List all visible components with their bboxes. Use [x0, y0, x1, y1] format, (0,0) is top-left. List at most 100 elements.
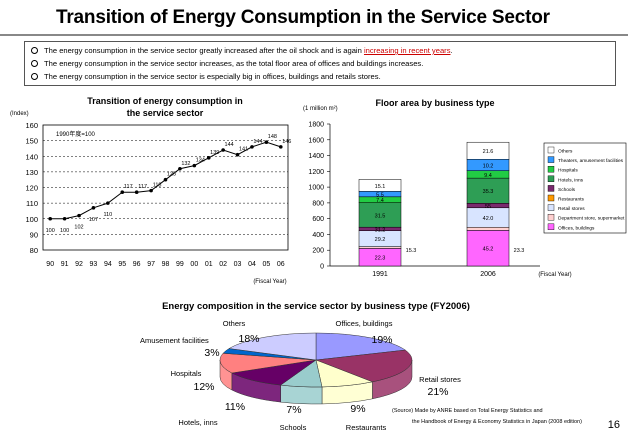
bar-segment-label: 55	[485, 204, 491, 210]
line-chart-y-label: (Index)	[10, 111, 29, 117]
legend-swatch	[547, 165, 555, 173]
line-chart-data-point	[221, 148, 225, 152]
legend-swatch	[547, 194, 555, 202]
pie-slice-hotels-inns	[231, 359, 317, 386]
line-chart-data-label: 118	[153, 183, 162, 189]
line-chart-y-tick: 140	[25, 152, 38, 161]
line-chart-data-label: 144	[253, 139, 262, 145]
line-chart-x-tick: 99	[176, 261, 184, 268]
summary-box: The energy consumption in the service se…	[24, 41, 616, 86]
bar-side-label: 15.3	[406, 248, 417, 254]
summary-note-1: The energy consumption in the service se…	[31, 44, 609, 57]
line-chart-x-tick: 96	[133, 261, 141, 268]
line-chart-y-tick: 80	[30, 246, 38, 255]
line-chart-data-label: 134	[196, 158, 205, 164]
line-chart-data-label: 125	[167, 172, 176, 178]
pie-category-label: Hotels, inns	[178, 418, 217, 427]
line-chart-data-point	[106, 201, 110, 205]
bar-segment-label: 9.4	[484, 173, 492, 179]
line-chart-legend: 1990年度=100	[56, 130, 96, 138]
summary-note-3: The energy consumption in the service se…	[31, 70, 609, 83]
legend-swatch	[547, 204, 555, 211]
line-chart-data-label: 148	[268, 134, 277, 140]
legend-swatch	[547, 156, 555, 163]
bar-chart-y-tick: 1200	[308, 169, 324, 176]
line-chart-data-label: 100	[46, 228, 55, 234]
pie-percent-label: 21%	[427, 386, 448, 398]
line-chart-title: Transition of energy consumption in	[87, 96, 243, 106]
line-chart-x-tick: 98	[162, 261, 170, 268]
line-chart-data-label: 141	[239, 147, 248, 153]
line-chart: Transition of energy consumption in the s…	[10, 96, 291, 285]
legend-entry: Others	[558, 149, 573, 155]
line-chart-data-point	[149, 188, 153, 193]
line-chart-y-tick: 100	[25, 215, 38, 224]
line-chart-x-tick: 00	[190, 261, 198, 268]
bar-segment-label: 21.6	[483, 149, 494, 155]
line-chart-x-tick: 06	[277, 261, 285, 268]
bar-segment-label: 7.4	[376, 198, 384, 204]
bar-segment-department-store-supermarket	[466, 227, 510, 231]
bar-segment-label: 29.2	[375, 237, 386, 243]
line-chart-x-tick: 93	[90, 261, 98, 268]
bar-chart-x-label: (Fiscal Year)	[538, 272, 571, 278]
line-chart-x-tick: 05	[262, 261, 270, 268]
legend-swatch	[547, 223, 555, 231]
bar-chart-y-tick: 200	[312, 248, 324, 255]
line-chart-data-point	[134, 190, 139, 194]
pie-chart: Energy composition in the service sector…	[140, 301, 582, 432]
bar-segment-others	[358, 179, 402, 192]
legend-swatch	[547, 146, 555, 154]
line-chart-x-tick: 90	[46, 261, 54, 268]
line-chart-title: the service sector	[127, 108, 204, 118]
pie-percent-label: 18%	[238, 333, 259, 345]
pie-source-note: the Handbook of Energy & Economy Statist…	[412, 419, 582, 425]
pie-source-note: (Source) Made by ANRE based on Total Ene…	[392, 408, 543, 414]
bar-chart-x-tick: 1991	[372, 271, 388, 278]
line-chart-x-tick: 01	[205, 261, 213, 268]
line-chart-data-point	[48, 216, 53, 221]
pie-category-label: Offices, buildings	[336, 319, 393, 328]
line-chart-x-tick: 03	[234, 261, 242, 268]
pie-chart-title: Energy composition in the service sector…	[162, 301, 470, 312]
bar-chart-y-tick: 400	[312, 232, 324, 239]
bar-chart-y-tick: 0	[320, 264, 324, 271]
line-chart-data-point	[235, 152, 240, 157]
pie-category-label: Retail stores	[419, 375, 461, 384]
bar-chart-y-tick: 600	[312, 216, 324, 223]
page-title: Transition of Energy Consumption in the …	[56, 7, 550, 28]
page-number: 16	[607, 419, 620, 431]
line-chart-x-tick: 95	[118, 261, 126, 268]
line-chart-data-label: 107	[89, 217, 98, 223]
bullet-circle-icon	[31, 60, 38, 67]
bullet-circle-icon	[31, 47, 38, 54]
legend-frame	[543, 142, 627, 234]
pie-category-label: Restaurants	[346, 423, 387, 432]
line-chart-data-point	[278, 145, 283, 149]
line-chart-data-point	[206, 156, 211, 160]
line-chart-data-label: 144	[225, 142, 234, 148]
line-chart-data-label: 146	[282, 139, 291, 145]
line-chart-y-tick: 130	[25, 168, 38, 177]
line-chart-data-label: 117	[138, 184, 147, 190]
legend-entry: Schools	[558, 187, 576, 193]
line-chart-data-label: 102	[74, 225, 83, 231]
bar-segment-label: 10.2	[483, 163, 494, 169]
pie-category-label: Others	[223, 319, 246, 328]
pie-percent-label: 12%	[193, 381, 214, 393]
line-chart-x-tick: 94	[104, 261, 112, 268]
line-chart-x-tick: 91	[61, 261, 69, 268]
legend-entry: Department store, supermarket	[558, 216, 625, 222]
bar-segment-label: 5.5	[376, 193, 384, 199]
legend-swatch	[547, 175, 555, 183]
pie-slice-retail-stores	[315, 349, 413, 383]
bar-side-label: 23.3	[514, 248, 525, 254]
line-chart-data-point	[62, 216, 67, 221]
line-chart-y-tick: 120	[25, 184, 38, 193]
pie-percent-label: 3%	[204, 347, 219, 359]
line-chart-y-tick: 150	[25, 137, 38, 146]
bar-segment-label: 22.3	[375, 256, 386, 262]
line-chart-x-tick: 04	[248, 261, 256, 268]
